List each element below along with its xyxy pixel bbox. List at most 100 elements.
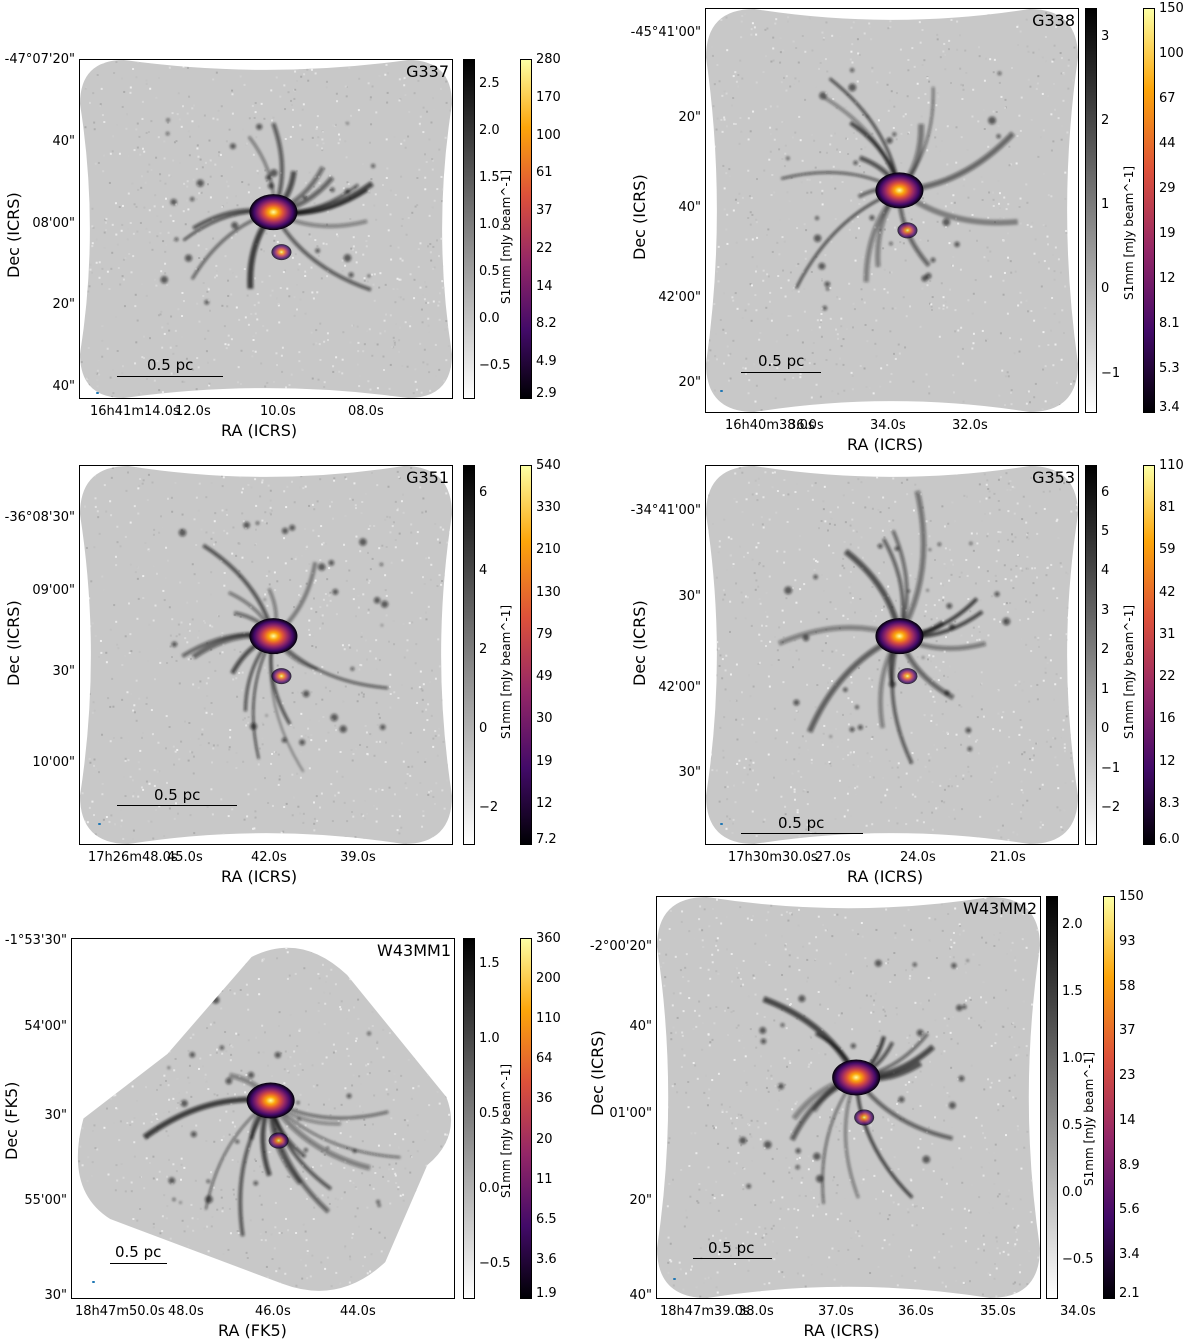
gray-colorbar-tick: 0.5 <box>1062 1117 1083 1133</box>
panel-label-g353: G353 <box>1032 468 1075 487</box>
flux-colorbar-tick: 8.3 <box>1159 795 1180 811</box>
ra-tick-label: 42.0s <box>251 850 287 865</box>
map-image-g338 <box>706 9 1078 412</box>
dec-tick-label: 30" <box>52 664 75 679</box>
y-axis-title: Dec (ICRS) <box>4 600 23 686</box>
dec-tick-label: 30" <box>678 589 701 604</box>
gray-colorbar-tick: −0.5 <box>479 358 511 373</box>
flux-colorbar-label: S1mm [mJy beam^-1] <box>1122 604 1136 739</box>
map-g353 <box>705 465 1079 845</box>
scale-bar-label: 0.5 pc <box>154 786 201 804</box>
ra-tick-label: 45.0s <box>167 850 203 865</box>
ra-tick-label: 08.0s <box>348 404 384 419</box>
ra-tick-label: 34.0s <box>1060 1304 1096 1319</box>
flux-colorbar <box>1143 465 1155 845</box>
dec-tick-label: -47°07'20" <box>4 52 75 67</box>
flux-colorbar-tick: 14 <box>536 278 553 294</box>
gray-colorbar <box>463 59 475 399</box>
ra-tick-label: 38.0s <box>738 1304 774 1319</box>
x-axis-title: RA (ICRS) <box>803 1321 880 1340</box>
dec-tick-label: 01'00" <box>609 1106 652 1121</box>
flux-colorbar-tick: 8.9 <box>1119 1157 1140 1173</box>
ra-tick-label: 36.0s <box>788 418 824 433</box>
scale-bar-label: 0.5 pc <box>147 356 194 374</box>
flux-colorbar-tick: 1.9 <box>536 1286 557 1301</box>
flux-colorbar-tick: 110 <box>536 1011 561 1027</box>
gray-colorbar-tick: 0.5 <box>479 263 500 279</box>
beam-marker <box>720 823 723 825</box>
flux-colorbar-tick: 12 <box>1159 271 1176 286</box>
ra-tick-label: 16h41m14.0s <box>90 404 180 419</box>
gray-colorbar-tick: 0 <box>479 721 488 737</box>
flux-colorbar-tick: 30 <box>536 711 553 727</box>
gray-colorbar-tick: 0.5 <box>479 1106 500 1122</box>
flux-colorbar <box>520 59 532 399</box>
ra-tick-label: 17h26m48.0s <box>88 850 178 865</box>
flux-colorbar-tick: 16 <box>1159 711 1176 727</box>
gray-colorbar-tick: 1.5 <box>479 956 500 972</box>
map-g351 <box>79 465 453 845</box>
panel-label-g338: G338 <box>1032 11 1075 30</box>
flux-colorbar-tick: 7.2 <box>536 832 557 847</box>
flux-colorbar-tick: 150 <box>1119 889 1144 904</box>
map-g338 <box>705 8 1079 413</box>
gray-colorbar <box>463 938 475 1299</box>
dec-tick-label: 20" <box>678 375 701 390</box>
flux-colorbar-label: S1mm [mJy beam^-1] <box>499 169 513 304</box>
dec-tick-label: 42'00" <box>658 290 701 305</box>
gray-colorbar-tick: −0.5 <box>1062 1251 1094 1267</box>
flux-colorbar-tick: 19 <box>536 753 553 769</box>
flux-colorbar-tick: 93 <box>1119 933 1136 949</box>
flux-colorbar-tick: 12 <box>1159 753 1176 769</box>
beam-marker <box>98 823 101 825</box>
map-g337 <box>79 59 453 399</box>
ra-tick-label: 18h47m50.0s <box>75 1304 165 1319</box>
flux-colorbar-tick: 280 <box>536 52 561 67</box>
flux-colorbar-tick: 23 <box>1119 1068 1136 1084</box>
flux-colorbar-tick: 12 <box>536 795 553 811</box>
flux-colorbar-tick: 22 <box>1159 669 1176 685</box>
dec-tick-label: 40" <box>678 200 701 215</box>
panel-label-w43mm2: W43MM2 <box>963 899 1037 918</box>
gray-colorbar-tick: 3 <box>1101 29 1110 45</box>
flux-colorbar-tick: 81 <box>1159 500 1176 516</box>
y-axis-title: Dec (ICRS) <box>630 600 649 686</box>
flux-colorbar-tick: 61 <box>536 165 553 181</box>
ra-tick-label: 48.0s <box>168 1304 204 1319</box>
dec-tick-label: 55'00" <box>24 1193 67 1208</box>
flux-colorbar-tick: 150 <box>1159 1 1184 16</box>
flux-colorbar-tick: 31 <box>1159 626 1176 642</box>
panel-label-g337: G337 <box>406 62 449 81</box>
flux-colorbar-tick: 64 <box>536 1051 553 1067</box>
dec-tick-label: -34°41'00" <box>630 503 701 518</box>
gray-colorbar-tick: 0.0 <box>479 310 500 326</box>
flux-colorbar-tick: 20 <box>536 1131 553 1147</box>
dec-tick-label: 40" <box>629 1019 652 1034</box>
x-axis-title: RA (ICRS) <box>847 867 924 886</box>
ra-tick-label: 17h30m30.0s <box>728 850 818 865</box>
gray-colorbar-tick: 1.5 <box>479 169 500 185</box>
map-image-w43mm2 <box>657 897 1040 1298</box>
dec-tick-label: 30" <box>678 765 701 780</box>
gray-colorbar-tick: −2 <box>1101 800 1121 815</box>
gray-colorbar-tick: 0.0 <box>1062 1184 1083 1200</box>
map-image-w43mm1 <box>77 947 452 1291</box>
scale-bar-line <box>117 376 223 377</box>
x-axis-title: RA (ICRS) <box>221 867 298 886</box>
gray-colorbar-tick: 5 <box>1101 524 1110 540</box>
flux-colorbar-tick: 8.2 <box>536 316 557 332</box>
x-axis-title: RA (FK5) <box>218 1321 287 1340</box>
dec-tick-label: 09'00" <box>32 583 75 598</box>
gray-colorbar-tick: 2 <box>1101 113 1110 129</box>
flux-colorbar-tick: 200 <box>536 971 561 987</box>
gray-colorbar-tick: −1 <box>1101 365 1121 381</box>
flux-colorbar-tick: 79 <box>536 626 553 642</box>
ra-tick-label: 46.0s <box>255 1304 291 1319</box>
ra-tick-label: 35.0s <box>980 1304 1016 1319</box>
flux-colorbar-tick: 110 <box>1159 458 1184 473</box>
flux-colorbar-tick: 3.4 <box>1119 1247 1140 1263</box>
gray-colorbar-tick: 4 <box>1101 563 1110 579</box>
flux-colorbar-label: S1mm [mJy beam^-1] <box>1122 165 1136 300</box>
dec-tick-label: -36°08'30" <box>4 510 75 525</box>
flux-colorbar-tick: 58 <box>1119 978 1136 994</box>
